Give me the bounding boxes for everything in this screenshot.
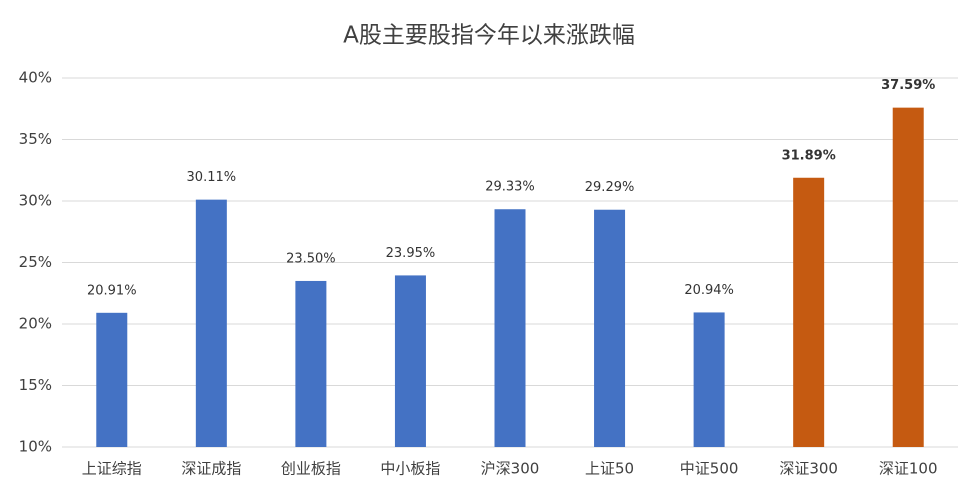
bar [594, 209, 626, 447]
bar [693, 312, 725, 447]
y-tick-label: 15% [19, 376, 52, 394]
x-tick-label: 深证100 [879, 460, 938, 478]
y-tick-label: 30% [19, 192, 52, 210]
bar [295, 280, 327, 447]
value-label: 30.11% [187, 170, 237, 185]
y-tick-label: 40% [19, 69, 52, 87]
value-label: 29.33% [485, 180, 535, 195]
x-tick-label: 创业板指 [281, 460, 341, 478]
value-label: 23.95% [386, 246, 436, 261]
x-tick-label: 上证50 [585, 460, 634, 478]
value-label: 20.91% [87, 283, 137, 298]
value-label: 31.89% [782, 148, 836, 163]
bar [96, 312, 128, 447]
y-tick-label: 20% [19, 315, 52, 333]
bar [494, 209, 526, 447]
x-tick-label: 中小板指 [380, 460, 440, 478]
y-tick-label: 35% [19, 130, 52, 148]
value-label: 20.94% [684, 283, 734, 298]
x-tick-label: 中证500 [680, 460, 739, 478]
x-tick-label: 深证成指 [181, 460, 241, 478]
x-tick-label: 深证300 [779, 460, 838, 478]
chart-title: A股主要股指今年以来涨跌幅 [343, 23, 635, 49]
y-tick-label: 10% [19, 438, 52, 456]
value-label: 23.50% [286, 251, 336, 266]
x-tick-label: 上证综指 [82, 460, 142, 478]
bar [892, 107, 924, 447]
value-label: 29.29% [585, 180, 635, 195]
bar [195, 199, 227, 447]
y-tick-label: 25% [19, 253, 52, 271]
x-tick-label: 沪深300 [481, 460, 540, 478]
bar [793, 177, 825, 448]
value-label: 37.59% [881, 78, 935, 93]
bar [394, 275, 426, 447]
